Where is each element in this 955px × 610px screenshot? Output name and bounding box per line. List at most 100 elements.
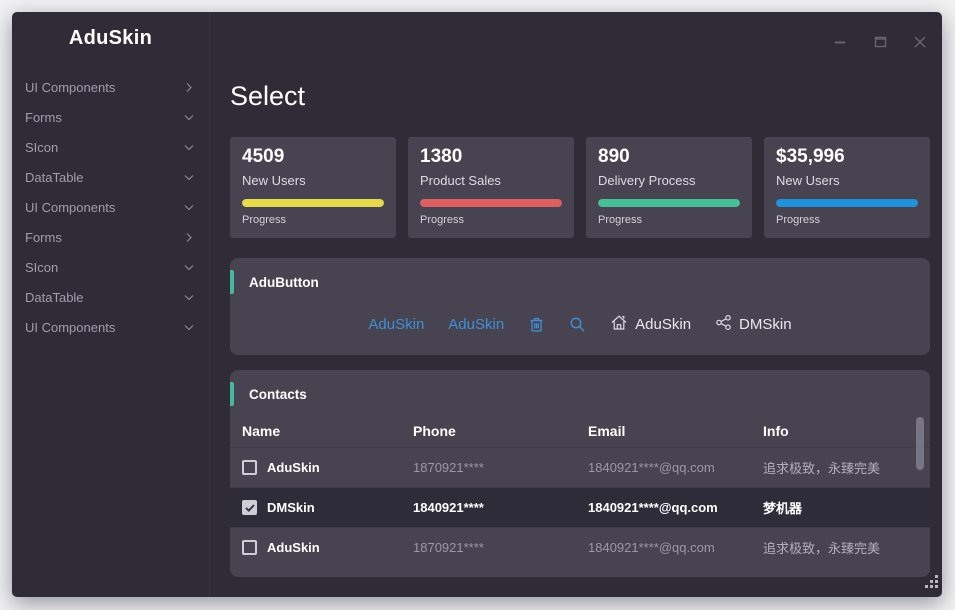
contacts-panel-title: Contacts <box>249 386 307 402</box>
sidebar-item-label: Forms <box>25 229 62 245</box>
sidebar-item-ui-components-2[interactable]: UI Components <box>12 192 209 222</box>
chevron-down-icon <box>184 114 194 121</box>
stat-card-product-sales: 1380 Product Sales Progress <box>408 137 574 238</box>
progress-caption: Progress <box>776 214 821 226</box>
maximize-button[interactable] <box>868 32 892 52</box>
accent-bar <box>230 270 234 294</box>
contact-name: AduSkin <box>267 460 320 475</box>
chevron-down-icon <box>184 232 194 242</box>
contact-info: 梦机器 <box>763 501 803 516</box>
contact-email: 1840921****@qq.com <box>588 500 718 515</box>
share-button-label: DMSkin <box>739 316 792 333</box>
card-label: New Users <box>242 173 306 188</box>
sidebar-item-sicon-1[interactable]: SIcon <box>12 132 209 162</box>
progress-caption: Progress <box>598 214 643 226</box>
contact-info: 追求极致，永臻完美 <box>763 461 881 476</box>
card-label: New Users <box>776 173 840 188</box>
sidebar-nav: UI Components Forms SIcon DataTable UI C… <box>12 72 209 342</box>
contact-email: 1840921****@qq.com <box>588 540 715 555</box>
adubutton-panel-title: AduButton <box>249 274 319 290</box>
card-label: Delivery Process <box>598 173 696 188</box>
resize-grip-icon[interactable] <box>924 574 939 594</box>
adubutton-panel: AduButton AduSkin AduSkin AduSkin DMSkin <box>230 258 930 355</box>
share-dmskin-button[interactable]: DMSkin <box>715 314 792 335</box>
contact-name: DMSkin <box>267 500 315 515</box>
stat-card-delivery-process: 890 Delivery Process Progress <box>586 137 752 238</box>
stat-card-new-users: 4509 New Users Progress <box>230 137 396 238</box>
sidebar-item-forms-1[interactable]: Forms <box>12 102 209 132</box>
card-value: 890 <box>598 146 630 167</box>
column-header-name: Name <box>242 423 281 439</box>
scrollbar-thumb[interactable] <box>916 417 924 470</box>
sidebar-item-label: UI Components <box>25 199 116 215</box>
share-icon <box>715 314 732 335</box>
column-header-info: Info <box>763 423 789 439</box>
progress-bar <box>420 199 562 207</box>
sidebar-item-label: SIcon <box>25 259 59 275</box>
chevron-down-icon <box>184 264 194 271</box>
progress-bar <box>598 199 740 207</box>
column-header-email: Email <box>588 423 626 439</box>
home-aduskin-button[interactable]: AduSkin <box>610 314 691 335</box>
progress-caption: Progress <box>420 214 465 226</box>
sidebar-item-label: UI Components <box>25 319 116 335</box>
contact-phone: 1840921**** <box>413 500 484 515</box>
minimize-button[interactable] <box>828 32 852 52</box>
contact-email: 1840921****@qq.com <box>588 460 715 475</box>
aduskin-link-2[interactable]: AduSkin <box>448 316 505 333</box>
sidebar-item-label: DataTable <box>25 169 84 185</box>
chevron-down-icon <box>184 294 194 301</box>
progress-caption: Progress <box>242 214 287 226</box>
adubutton-content: AduSkin AduSkin AduSkin DMSkin <box>230 294 930 355</box>
search-icon[interactable] <box>569 316 586 333</box>
table-row[interactable]: AduSkin 1870921**** 1840921****@qq.com 追… <box>230 527 930 567</box>
aduskin-link-1[interactable]: AduSkin <box>368 316 425 333</box>
titlebar-controls <box>828 32 932 52</box>
adubutton-panel-header: AduButton <box>230 258 930 294</box>
home-icon <box>610 314 628 335</box>
stat-cards: 4509 New Users Progress 1380 Product Sal… <box>230 137 930 238</box>
sidebar-item-sicon-2[interactable]: SIcon <box>12 252 209 282</box>
page-title: Select <box>230 81 306 111</box>
trash-icon[interactable] <box>528 316 545 333</box>
main-content: Select 4509 New Users Progress 1380 Prod… <box>210 12 942 597</box>
contacts-panel-header: Contacts <box>230 370 930 406</box>
table-row[interactable]: AduSkin 1870921**** 1840921****@qq.com 追… <box>230 447 930 487</box>
sidebar-item-label: Forms <box>25 109 62 125</box>
sidebar-item-label: UI Components <box>25 79 116 95</box>
sidebar: AduSkin UI Components Forms SIcon DataTa… <box>12 12 210 597</box>
contact-info: 追求极致，永臻完美 <box>763 541 881 556</box>
close-button[interactable] <box>908 32 932 52</box>
chevron-down-icon <box>184 82 194 92</box>
sidebar-item-label: DataTable <box>25 289 84 305</box>
contact-phone: 1870921**** <box>413 460 484 475</box>
chevron-down-icon <box>184 204 194 211</box>
home-button-label: AduSkin <box>635 316 692 333</box>
contact-phone: 1870921**** <box>413 540 484 555</box>
contacts-panel: Contacts Name Phone Email Info AduSkin 1… <box>230 370 930 577</box>
sidebar-item-datatable-1[interactable]: DataTable <box>12 162 209 192</box>
row-checkbox[interactable] <box>242 500 257 515</box>
sidebar-item-label: SIcon <box>25 139 59 155</box>
app-title: AduSkin <box>68 27 153 49</box>
sidebar-item-forms-2[interactable]: Forms <box>12 222 209 252</box>
contact-name: AduSkin <box>267 540 320 555</box>
chevron-down-icon <box>184 174 194 181</box>
card-label: Product Sales <box>420 173 501 188</box>
column-header-phone: Phone <box>413 423 456 439</box>
row-checkbox[interactable] <box>242 540 257 555</box>
card-value: 1380 <box>420 146 463 167</box>
sidebar-item-ui-components-1[interactable]: UI Components <box>12 72 209 102</box>
row-checkbox[interactable] <box>242 460 257 475</box>
accent-bar <box>230 382 234 406</box>
card-value: $35,996 <box>776 146 845 167</box>
sidebar-item-datatable-2[interactable]: DataTable <box>12 282 209 312</box>
stat-card-revenue: $35,996 New Users Progress <box>764 137 930 238</box>
table-row[interactable]: DMSkin 1840921**** 1840921****@qq.com 梦机… <box>230 487 930 527</box>
chevron-down-icon <box>184 144 194 151</box>
contacts-table-header: Name Phone Email Info <box>230 415 930 447</box>
app-window: AduSkin UI Components Forms SIcon DataTa… <box>12 12 942 597</box>
chevron-down-icon <box>184 324 194 331</box>
sidebar-item-ui-components-3[interactable]: UI Components <box>12 312 209 342</box>
card-value: 4509 <box>242 146 285 167</box>
